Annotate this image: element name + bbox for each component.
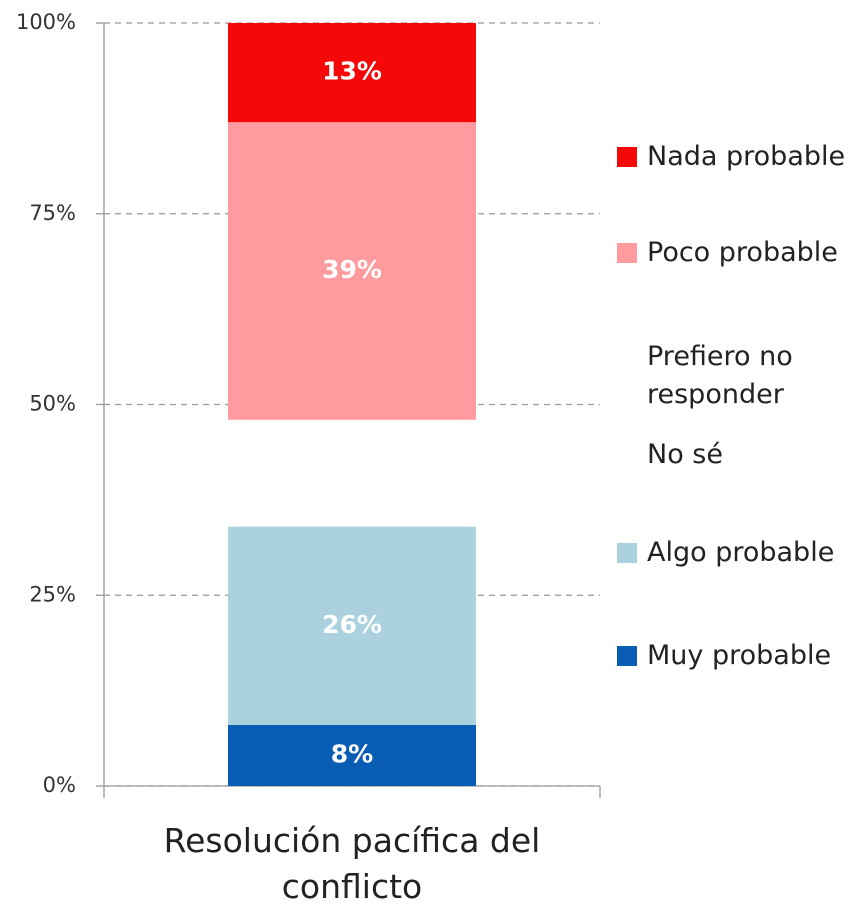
legend-label: Nada probable [647,141,846,172]
bar-segment [228,23,476,123]
legend-swatch [617,445,637,465]
legend-label: Algo probable [647,537,835,568]
legend-label: No sé [647,439,723,470]
legend-item: Nada probable [617,138,857,176]
legend-swatch [617,543,637,563]
y-tick-label: 75% [29,201,76,225]
data-label: 26% [322,610,382,639]
legend-item: Prefiero no responder [617,338,857,414]
legend-item: Poco probable [617,234,857,272]
y-tick-label: 0% [43,773,76,797]
bar-segment [228,419,476,428]
x-tick-label: Resolución pacífica del conflicto [163,821,541,906]
legend-swatch [617,147,637,167]
legend-label: Prefiero no responder [647,341,793,410]
bar-segment [228,526,476,725]
legend-swatch [617,366,637,386]
legend-item: Muy probable [617,637,857,675]
y-tick-label: 100% [16,10,76,34]
legend-swatch [617,243,637,263]
legend-item: No sé [617,436,857,474]
bar-segment [228,122,476,420]
y-tick-label: 25% [29,582,76,606]
legend-swatch [617,646,637,666]
bar-segment [228,427,476,527]
data-label: 39% [322,255,382,284]
legend-label: Muy probable [647,640,832,671]
legend-label: Poco probable [647,237,838,268]
data-label: 13% [322,57,382,86]
legend-item: Algo probable [617,534,857,572]
y-tick-label: 50% [29,392,76,416]
bar-segment [228,724,476,786]
data-label: 8% [331,739,373,768]
